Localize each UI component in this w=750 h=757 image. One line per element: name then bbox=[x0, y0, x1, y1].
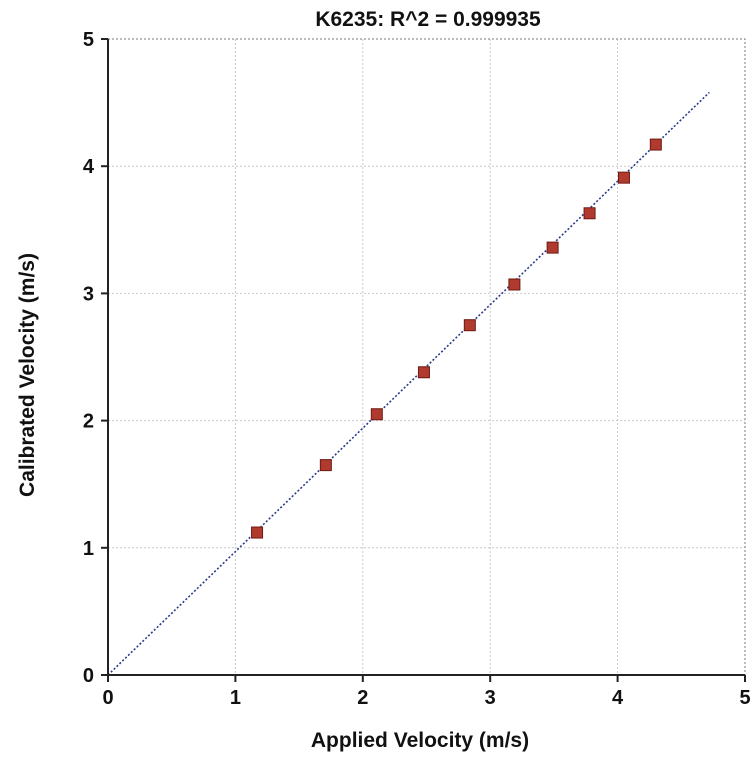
data-point bbox=[463, 319, 476, 332]
x-axis-label: Applied Velocity (m/s) bbox=[311, 729, 529, 752]
data-point bbox=[649, 138, 662, 151]
fit-line bbox=[107, 91, 710, 676]
y-axis-label: Calibrated Velocity (m/s) bbox=[16, 253, 39, 497]
y-tick-label: 4 bbox=[83, 156, 95, 178]
x-tick-label: 1 bbox=[230, 687, 241, 709]
x-tick-label: 0 bbox=[102, 687, 113, 709]
data-point bbox=[370, 408, 383, 421]
y-tick-label: 2 bbox=[83, 411, 94, 433]
fit-line-group bbox=[107, 91, 710, 676]
x-tick-label: 3 bbox=[485, 687, 496, 709]
tick-labels: 0 1 2 3 4 5 0 1 2 3 4 5 bbox=[83, 29, 750, 709]
data-point bbox=[508, 278, 521, 291]
y-tick-label: 3 bbox=[83, 283, 94, 305]
y-tick-label: 0 bbox=[83, 665, 94, 687]
data-point bbox=[617, 171, 630, 184]
y-tick-label: 5 bbox=[83, 29, 94, 51]
plot-frame bbox=[107, 38, 746, 676]
data-point bbox=[319, 459, 332, 472]
data-points bbox=[251, 138, 662, 539]
data-point bbox=[251, 526, 264, 539]
data-point bbox=[583, 207, 596, 220]
x-tick-label: 2 bbox=[357, 687, 368, 709]
data-point bbox=[546, 241, 559, 254]
x-tick-label: 5 bbox=[739, 687, 750, 709]
grid bbox=[108, 39, 745, 675]
data-point bbox=[417, 366, 430, 379]
x-tick-label: 4 bbox=[612, 687, 624, 709]
chart-title: K6235: R^2 = 0.999935 bbox=[315, 8, 541, 31]
y-tick-label: 1 bbox=[83, 538, 94, 560]
axes bbox=[101, 38, 746, 682]
